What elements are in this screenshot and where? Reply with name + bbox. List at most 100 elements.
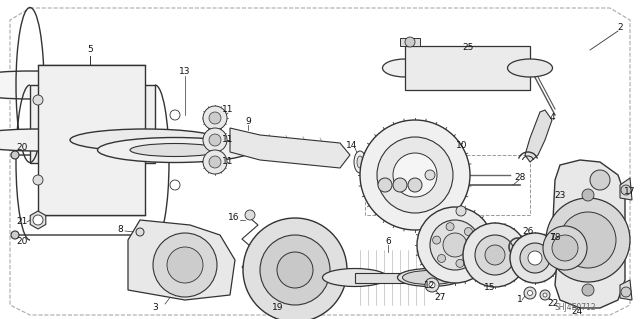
Circle shape [170, 180, 180, 190]
Circle shape [463, 223, 527, 287]
Text: 11: 11 [222, 136, 234, 145]
Circle shape [543, 226, 587, 270]
Polygon shape [400, 38, 420, 46]
Polygon shape [620, 178, 632, 200]
Text: 14: 14 [346, 140, 358, 150]
Circle shape [425, 170, 435, 180]
Ellipse shape [70, 129, 220, 151]
Circle shape [246, 274, 254, 282]
Circle shape [277, 252, 313, 288]
Circle shape [524, 287, 536, 299]
Circle shape [377, 137, 453, 213]
Polygon shape [128, 220, 235, 300]
Circle shape [590, 170, 610, 190]
Text: 25: 25 [462, 43, 474, 53]
Text: 22: 22 [547, 299, 559, 308]
Circle shape [33, 215, 43, 225]
Circle shape [136, 228, 144, 236]
Ellipse shape [357, 156, 363, 168]
Text: 3: 3 [152, 302, 158, 311]
Ellipse shape [383, 59, 428, 77]
Polygon shape [38, 65, 145, 215]
Text: 10: 10 [456, 140, 468, 150]
Circle shape [417, 207, 493, 283]
Circle shape [582, 189, 594, 201]
Circle shape [429, 282, 435, 288]
Text: 21: 21 [16, 218, 28, 226]
Polygon shape [230, 128, 350, 168]
Circle shape [438, 255, 445, 263]
Text: 15: 15 [484, 283, 496, 292]
Circle shape [203, 150, 227, 174]
Ellipse shape [354, 151, 366, 173]
Text: 1: 1 [517, 295, 523, 305]
Circle shape [378, 178, 392, 192]
Text: 20: 20 [16, 238, 28, 247]
Text: 11: 11 [222, 158, 234, 167]
Circle shape [527, 291, 532, 295]
Circle shape [560, 212, 616, 268]
Circle shape [543, 293, 547, 297]
Circle shape [11, 231, 19, 239]
Ellipse shape [403, 271, 458, 285]
Circle shape [393, 153, 437, 197]
Text: 23: 23 [554, 190, 566, 199]
Ellipse shape [130, 144, 220, 157]
Circle shape [33, 95, 43, 105]
Circle shape [33, 175, 43, 185]
Text: 16: 16 [228, 213, 240, 222]
Circle shape [170, 110, 180, 120]
Circle shape [243, 218, 347, 319]
Circle shape [465, 227, 472, 235]
Circle shape [475, 235, 515, 275]
Circle shape [245, 210, 255, 220]
Ellipse shape [397, 269, 463, 286]
Circle shape [456, 206, 466, 216]
Polygon shape [553, 160, 625, 308]
Text: 9: 9 [245, 117, 251, 127]
Circle shape [520, 243, 550, 273]
Text: 27: 27 [435, 293, 445, 302]
Circle shape [443, 233, 467, 257]
Circle shape [408, 178, 422, 192]
Circle shape [528, 251, 542, 265]
Circle shape [203, 106, 227, 130]
Text: 18: 18 [550, 234, 562, 242]
Polygon shape [355, 272, 430, 283]
Circle shape [510, 233, 560, 283]
Text: 5: 5 [87, 46, 93, 55]
Polygon shape [30, 85, 155, 162]
Text: 12: 12 [424, 280, 436, 290]
Text: 17: 17 [624, 188, 636, 197]
Circle shape [209, 112, 221, 124]
Circle shape [446, 223, 454, 231]
Circle shape [393, 178, 407, 192]
Text: 11: 11 [222, 106, 234, 115]
Circle shape [582, 284, 594, 296]
Circle shape [485, 245, 505, 265]
Circle shape [425, 278, 439, 292]
Circle shape [209, 134, 221, 146]
Text: SHJ4E0712: SHJ4E0712 [554, 303, 596, 313]
Circle shape [405, 37, 415, 47]
Ellipse shape [0, 129, 113, 151]
Circle shape [360, 120, 470, 230]
Circle shape [430, 220, 480, 270]
Polygon shape [620, 280, 632, 300]
Circle shape [153, 233, 217, 297]
Circle shape [552, 235, 578, 261]
Text: 20: 20 [16, 144, 28, 152]
Polygon shape [30, 211, 46, 229]
Ellipse shape [97, 137, 253, 162]
Circle shape [621, 185, 631, 195]
Circle shape [456, 259, 464, 267]
Circle shape [540, 290, 550, 300]
Circle shape [433, 236, 441, 244]
Text: 26: 26 [522, 227, 534, 236]
Ellipse shape [323, 269, 387, 286]
Ellipse shape [0, 71, 108, 99]
Text: 19: 19 [272, 303, 284, 313]
Circle shape [621, 287, 631, 297]
Text: 24: 24 [572, 308, 582, 316]
Circle shape [546, 198, 630, 282]
